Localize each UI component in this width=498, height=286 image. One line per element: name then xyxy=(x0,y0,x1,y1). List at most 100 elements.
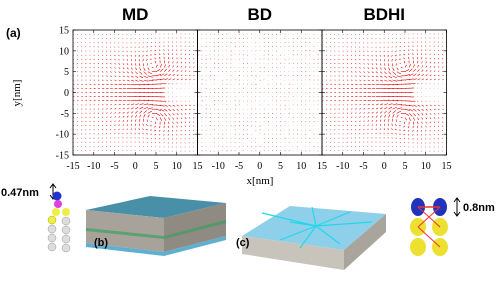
vector xyxy=(442,125,444,127)
vector xyxy=(101,124,104,127)
vector xyxy=(375,67,378,70)
vector xyxy=(135,75,139,78)
vector xyxy=(438,113,440,115)
vector xyxy=(193,121,195,123)
vector xyxy=(355,124,357,127)
vector xyxy=(421,117,424,120)
vector xyxy=(383,63,386,66)
vector xyxy=(413,78,417,81)
vector xyxy=(408,138,410,140)
vector xyxy=(413,68,416,72)
vector xyxy=(417,113,420,116)
vector xyxy=(392,75,397,79)
vector xyxy=(387,54,389,57)
vector xyxy=(387,46,389,48)
vector xyxy=(346,42,348,44)
vector xyxy=(184,113,187,115)
vector xyxy=(142,50,144,53)
y-tick-label: 0 xyxy=(64,88,69,99)
vector xyxy=(404,69,410,72)
vector xyxy=(164,113,167,117)
vector xyxy=(379,75,383,78)
vector xyxy=(101,42,103,44)
vector xyxy=(126,79,130,82)
vector xyxy=(421,104,425,107)
vector xyxy=(143,71,148,75)
vector xyxy=(375,71,379,74)
y-tick-label: -5 xyxy=(61,109,69,120)
vector xyxy=(350,124,353,127)
vector xyxy=(433,125,435,128)
vector xyxy=(101,145,103,147)
vector xyxy=(180,57,182,60)
vector xyxy=(134,63,137,66)
vector xyxy=(155,108,162,111)
vector xyxy=(407,56,410,60)
vector xyxy=(417,78,421,81)
vector xyxy=(118,124,120,127)
vector xyxy=(131,99,136,102)
panel-label-b: (b) xyxy=(94,237,108,249)
vector xyxy=(159,113,164,117)
vector xyxy=(363,79,366,81)
vector xyxy=(114,112,117,114)
vector xyxy=(371,120,374,122)
vector xyxy=(142,128,144,131)
vector xyxy=(130,123,132,126)
vector xyxy=(375,107,379,110)
vector xyxy=(158,49,161,52)
vector xyxy=(126,99,131,102)
vector xyxy=(97,63,100,65)
vector xyxy=(146,50,148,52)
vector xyxy=(355,112,357,114)
vector xyxy=(135,83,141,86)
vector xyxy=(355,116,357,118)
vector xyxy=(145,54,148,57)
vector xyxy=(180,104,183,107)
vector xyxy=(188,58,191,60)
vector xyxy=(155,74,162,77)
vector xyxy=(126,71,130,74)
vector xyxy=(106,120,108,122)
vector xyxy=(164,73,168,77)
vector xyxy=(433,108,436,111)
vector xyxy=(101,63,104,65)
x-tick-label: -10 xyxy=(212,161,225,172)
vector xyxy=(189,108,191,111)
vector xyxy=(160,78,165,81)
vector xyxy=(193,125,195,127)
vector xyxy=(437,121,440,123)
vector xyxy=(367,50,369,52)
vector xyxy=(375,75,379,78)
vector xyxy=(168,108,172,112)
vector xyxy=(417,108,421,112)
vector xyxy=(158,53,161,56)
vector xyxy=(143,103,149,106)
vector xyxy=(350,141,352,143)
vector xyxy=(395,50,397,52)
vector xyxy=(146,119,148,122)
vector xyxy=(126,63,129,66)
vector xyxy=(392,83,398,86)
vector xyxy=(172,74,175,77)
vector xyxy=(101,46,103,48)
x-tick-label: 5 xyxy=(278,161,283,172)
vector xyxy=(413,64,415,68)
vector xyxy=(375,119,378,122)
vector xyxy=(392,103,398,106)
vector xyxy=(184,121,187,123)
vector xyxy=(180,70,183,72)
y-tick-label: 5 xyxy=(64,67,69,78)
vector xyxy=(403,121,406,125)
vector xyxy=(429,74,432,77)
vector xyxy=(168,100,170,102)
vector xyxy=(114,133,116,135)
vector xyxy=(168,73,172,77)
vector xyxy=(176,117,179,120)
vector xyxy=(387,128,389,131)
vector xyxy=(188,117,191,119)
vector xyxy=(176,69,179,72)
vector xyxy=(168,78,172,81)
vector xyxy=(367,63,369,65)
